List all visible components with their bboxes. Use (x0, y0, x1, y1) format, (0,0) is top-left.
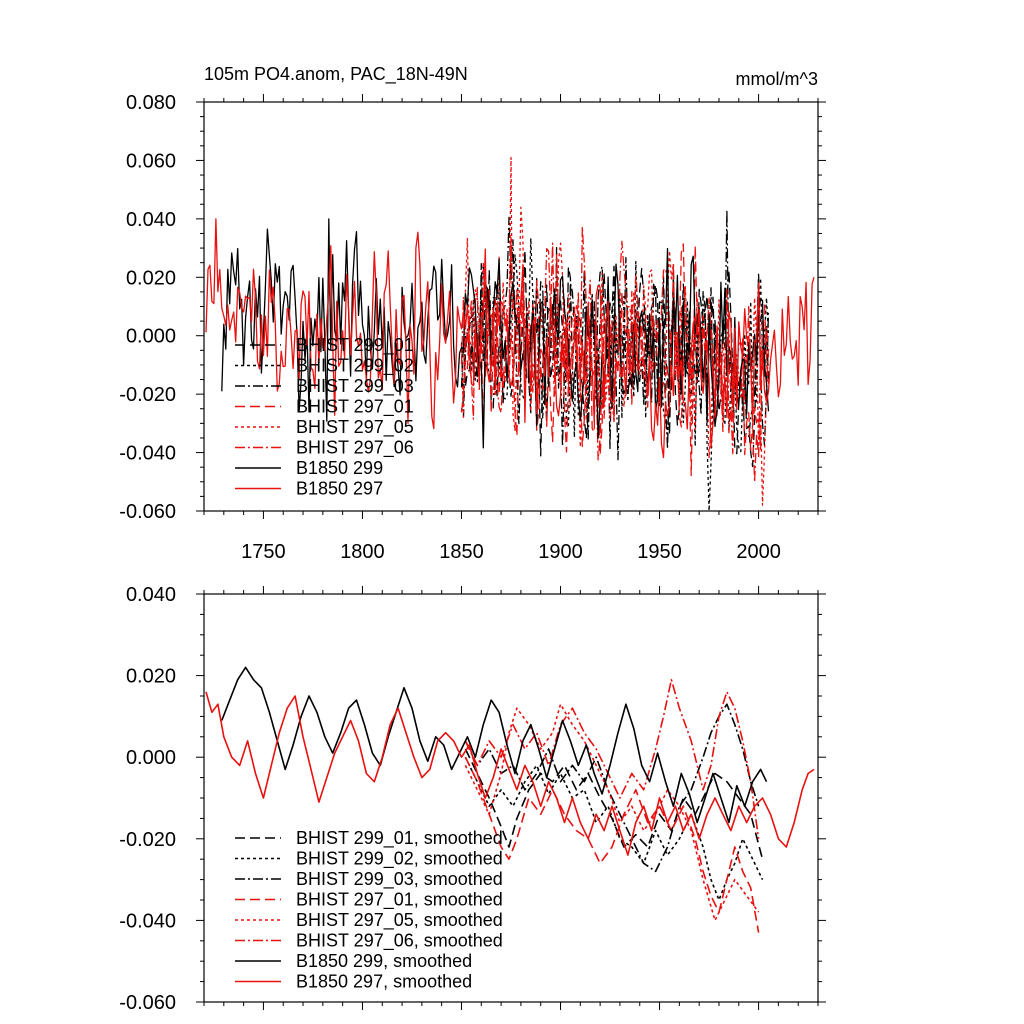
x-tick-label: 1850 (439, 541, 484, 563)
legend-label: BHIST 299_01, smoothed (296, 828, 503, 849)
x-tick-label: 1800 (340, 541, 385, 563)
y-tick-label: 0.080 (126, 92, 176, 114)
units-label: mmol/m^3 (736, 69, 818, 89)
legend-label: BHIST 297_06, smoothed (296, 931, 503, 952)
y-tick-label: -0.020 (119, 384, 176, 406)
legend-label: BHIST 299_02, smoothed (296, 849, 503, 870)
chart-title: 105m PO4.anom, PAC_18N-49N (204, 64, 468, 85)
legend-label: B1850 299, smoothed (296, 951, 472, 971)
y-tick-label: -0.020 (119, 829, 176, 851)
legend-label: BHIST 299_01 (296, 335, 414, 356)
x-tick-label: 2000 (736, 541, 781, 563)
y-tick-label: 0.040 (126, 584, 176, 606)
y-tick-label: 0.000 (126, 747, 176, 769)
y-tick-label: -0.060 (119, 992, 176, 1014)
legend-label: BHIST 299_02 (296, 356, 414, 377)
legend-label: B1850 297 (296, 479, 383, 499)
x-tick-label: 1900 (538, 541, 583, 563)
y-tick-label: -0.040 (119, 910, 176, 932)
y-tick-label: 0.020 (126, 267, 176, 289)
legend-label: BHIST 297_05 (296, 417, 414, 438)
legend-label: B1850 297, smoothed (296, 972, 472, 992)
legend-label: BHIST 297_01 (296, 397, 414, 418)
legend-label: BHIST 299_03 (296, 376, 414, 397)
legend-label: BHIST 297_05, smoothed (296, 910, 503, 931)
y-tick-label: 0.020 (126, 666, 176, 688)
y-tick-label: -0.040 (119, 443, 176, 465)
y-tick-label: 0.060 (126, 150, 176, 172)
x-tick-label: 1950 (637, 541, 682, 563)
y-tick-label: -0.060 (119, 501, 176, 523)
legend-label: BHIST 297_06 (296, 438, 414, 459)
y-tick-label: 0.000 (126, 326, 176, 348)
legend-label: BHIST 297_01, smoothed (296, 890, 503, 911)
legend-label: B1850 299 (296, 458, 383, 478)
legend-label: BHIST 299_03, smoothed (296, 869, 503, 890)
x-tick-label: 1750 (241, 541, 286, 563)
y-tick-label: 0.040 (126, 209, 176, 231)
figure: 105m PO4.anom, PAC_18N-49N mmol/m^3 1750… (0, 0, 1024, 1024)
